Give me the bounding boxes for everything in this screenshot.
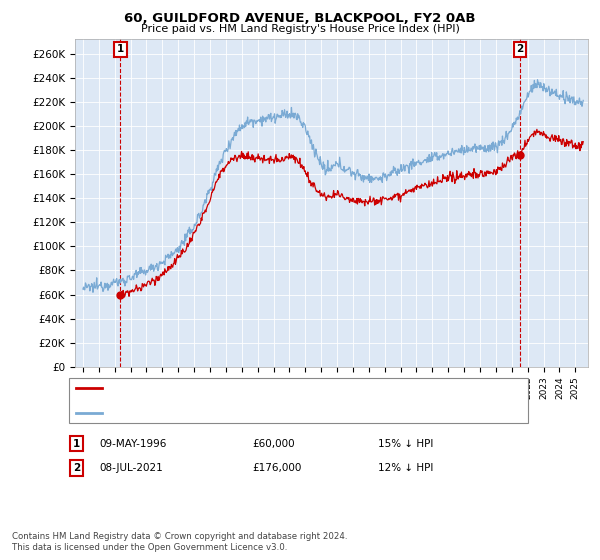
Text: 2: 2 [73,463,80,473]
Text: HPI: Average price, detached house, Blackpool: HPI: Average price, detached house, Blac… [106,408,350,418]
Text: 08-JUL-2021: 08-JUL-2021 [99,463,163,473]
Text: 15% ↓ HPI: 15% ↓ HPI [378,438,433,449]
Text: 12% ↓ HPI: 12% ↓ HPI [378,463,433,473]
Text: Contains HM Land Registry data © Crown copyright and database right 2024.
This d: Contains HM Land Registry data © Crown c… [12,532,347,552]
Text: £60,000: £60,000 [252,438,295,449]
Text: 1: 1 [117,44,124,54]
Text: 1: 1 [73,438,80,449]
Text: 60, GUILDFORD AVENUE, BLACKPOOL, FY2 0AB: 60, GUILDFORD AVENUE, BLACKPOOL, FY2 0AB [124,12,476,25]
Text: 60, GUILDFORD AVENUE, BLACKPOOL, FY2 0AB (detached house): 60, GUILDFORD AVENUE, BLACKPOOL, FY2 0AB… [106,382,446,393]
Text: £176,000: £176,000 [252,463,301,473]
Text: Price paid vs. HM Land Registry's House Price Index (HPI): Price paid vs. HM Land Registry's House … [140,24,460,34]
Text: 09-MAY-1996: 09-MAY-1996 [99,438,166,449]
Text: 2: 2 [517,44,524,54]
